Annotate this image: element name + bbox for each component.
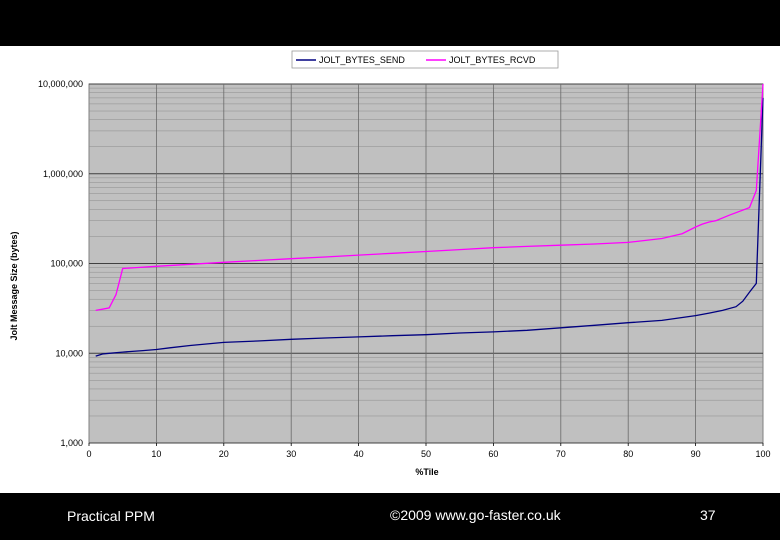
series-layer [95, 83, 764, 357]
x-tick-label: 10 [151, 449, 161, 459]
x-tick-label: 70 [556, 449, 566, 459]
series-line-jolt-bytes-rcvd [95, 83, 764, 312]
page-number: 37 [700, 507, 716, 523]
footer-copyright: ©2009 www.go-faster.co.uk [390, 507, 561, 523]
x-tick-label: 50 [421, 449, 431, 459]
y-tick-label: 1,000,000 [43, 169, 83, 179]
footer-title: Practical PPM [67, 508, 155, 524]
x-tick-label: 0 [86, 449, 91, 459]
tick-layer: 1,000 10,000 100,000 1,000,000 10,000,000 0 10… [38, 79, 771, 459]
x-axis-title: %Tile [415, 467, 438, 477]
legend: JOLT_BYTES_SEND JOLT_BYTES_RCVD [291, 50, 559, 69]
legend-label-rcvd: JOLT_BYTES_RCVD [449, 55, 536, 65]
x-tick-label: 20 [219, 449, 229, 459]
legend-label-send: JOLT_BYTES_SEND [319, 55, 405, 65]
x-tick-label: 100 [755, 449, 770, 459]
y-tick-label: 10,000 [55, 348, 83, 358]
x-tick-label: 30 [286, 449, 296, 459]
legend-box [291, 50, 559, 69]
line-chart: 1,000 10,000 100,000 1,000,000 10,000,000 0 10… [9, 50, 771, 477]
y-tick-label: 10,000,000 [38, 79, 83, 89]
chart-area: 1,000 10,000 100,000 1,000,000 10,000,000 0 10… [0, 46, 780, 493]
y-tick-label: 1,000 [60, 438, 83, 448]
x-tick-label: 60 [488, 449, 498, 459]
series-line-jolt-bytes-send [95, 97, 764, 357]
x-tick-label: 90 [691, 449, 701, 459]
y-tick-label: 100,000 [50, 259, 83, 269]
grid-layer [89, 83, 763, 444]
y-axis-title: Jolt Message Size (bytes) [9, 231, 19, 340]
x-tick-label: 80 [623, 449, 633, 459]
slide-top-bar [0, 0, 780, 46]
x-tick-label: 40 [354, 449, 364, 459]
